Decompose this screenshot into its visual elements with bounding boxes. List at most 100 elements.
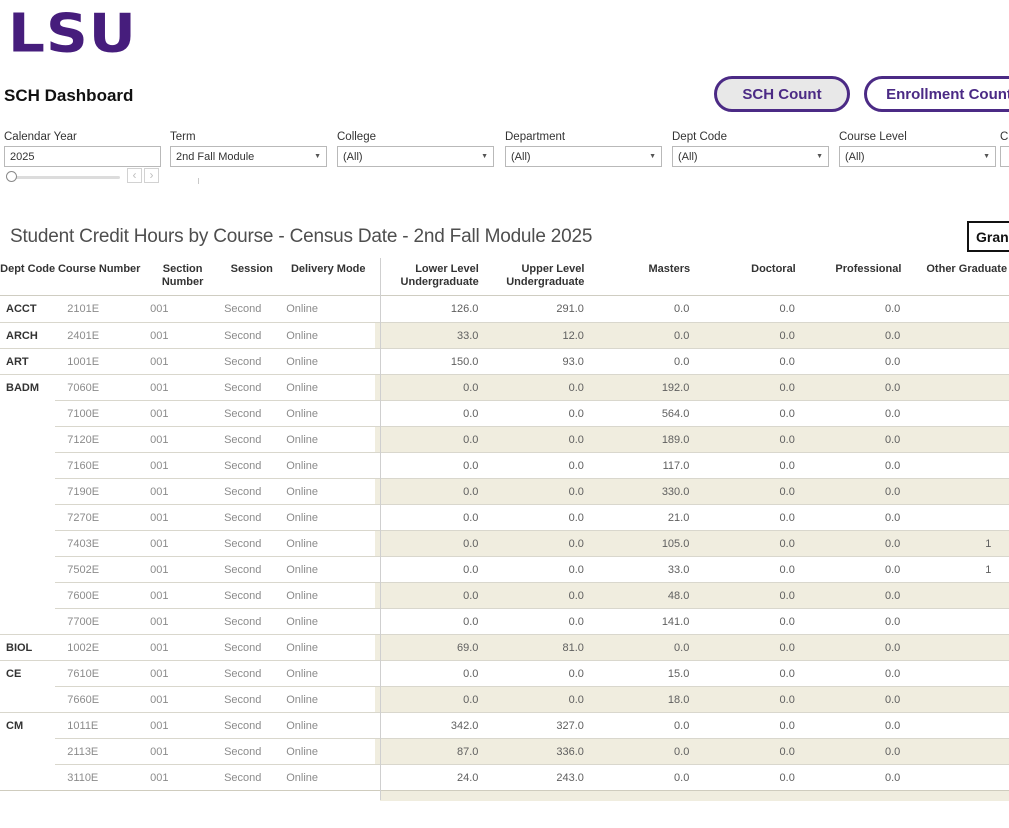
cell-session[interactable]: Second	[222, 660, 282, 686]
cell-delivery-mode[interactable]: Online	[281, 374, 375, 400]
cell-doctoral[interactable]: 0.0	[691, 296, 797, 322]
cell-professional[interactable]: 0.0	[796, 504, 903, 530]
cell-delivery-mode[interactable]: Online	[281, 556, 375, 582]
cell-professional[interactable]: 0.0	[796, 660, 903, 686]
college-dropdown[interactable]: (All) ▼	[337, 146, 494, 167]
cell-other-graduate[interactable]	[902, 426, 1009, 452]
cell-session[interactable]: Second	[222, 582, 282, 608]
cell-professional[interactable]: 0.0	[796, 530, 903, 556]
cell-course-number[interactable]: 7700E	[55, 608, 144, 634]
cell-session[interactable]: Second	[222, 738, 282, 764]
cell-masters[interactable]: 15.0	[585, 660, 692, 686]
cell-doctoral[interactable]: 0.0	[691, 660, 797, 686]
cell-masters[interactable]: 48.0	[585, 582, 692, 608]
cell-course-number[interactable]: 7190E	[55, 478, 144, 504]
cell-other-graduate[interactable]	[902, 348, 1009, 374]
cell-section-number[interactable]: 001	[143, 478, 223, 504]
cell-upper-undergrad[interactable]: 0.0	[480, 660, 586, 686]
cell-doctoral[interactable]: 0.0	[691, 348, 797, 374]
course-level-dropdown[interactable]: (All) ▼	[839, 146, 996, 167]
cell-professional[interactable]: 0.0	[796, 322, 903, 348]
cell-professional[interactable]: 0.0	[796, 374, 903, 400]
cell-delivery-mode[interactable]: Online	[281, 400, 375, 426]
cell-session[interactable]: Second	[224, 303, 262, 315]
cell-upper-undergrad[interactable]: 0.0	[480, 400, 586, 426]
slider-track[interactable]	[8, 176, 120, 179]
cell-dept-code[interactable]: BIOL	[0, 634, 56, 660]
cell-course-number[interactable]: 2101E	[67, 303, 100, 315]
cell-professional[interactable]: 0.0	[796, 686, 903, 712]
cell-session[interactable]: Second	[222, 452, 282, 478]
cell-other-graduate[interactable]	[902, 608, 1009, 634]
cell-other-graduate[interactable]	[902, 478, 1009, 504]
cell-session[interactable]: Second	[222, 478, 282, 504]
cell-masters[interactable]: 141.0	[585, 608, 692, 634]
cell-course-number[interactable]: 1011E	[55, 712, 144, 738]
cell-professional[interactable]: 0.0	[796, 556, 903, 582]
cell-masters[interactable]: 0.0	[585, 348, 692, 374]
cell-doctoral[interactable]: 0.0	[691, 608, 797, 634]
cell-section-number[interactable]: 001	[143, 400, 223, 426]
cell-course-number[interactable]: 7403E	[55, 530, 144, 556]
cell-section-number[interactable]: 001	[143, 738, 223, 764]
cell-other-graduate[interactable]	[902, 400, 1009, 426]
cell-session[interactable]: Second	[222, 634, 282, 660]
cell-section-number[interactable]: 001	[143, 556, 223, 582]
department-dropdown[interactable]: (All) ▼	[505, 146, 662, 167]
cell-masters[interactable]: 0.0	[585, 712, 692, 738]
cell-masters[interactable]: 564.0	[585, 400, 692, 426]
cell-upper-undergrad[interactable]: 243.0	[480, 764, 586, 790]
cell-doctoral[interactable]: 0.0	[691, 686, 797, 712]
cell-other-graduate[interactable]: 1	[902, 530, 1009, 556]
year-prev-button[interactable]: ‹	[127, 168, 142, 183]
col-header-lower-undergrad[interactable]: Lower Level Undergraduate	[400, 263, 479, 288]
cell-doctoral[interactable]: 0.0	[691, 322, 797, 348]
cell-doctoral[interactable]: 0.0	[691, 426, 797, 452]
cell-other-graduate[interactable]	[902, 686, 1009, 712]
cell-other-graduate[interactable]	[902, 504, 1009, 530]
cell-delivery-mode[interactable]: Online	[281, 712, 375, 738]
cell-session[interactable]: Second	[222, 426, 282, 452]
cell-session[interactable]: Second	[222, 608, 282, 634]
cell-dept-code[interactable]	[0, 582, 55, 608]
cell-section-number[interactable]: 001	[143, 348, 223, 374]
cell-session[interactable]: Second	[222, 764, 282, 790]
cell-delivery-mode[interactable]: Online	[281, 738, 375, 764]
cell-dept-code[interactable]: ACCT	[6, 303, 37, 315]
cell-upper-undergrad[interactable]: 291.0	[480, 296, 586, 322]
cell-lower-undergrad[interactable]: 0.0	[374, 608, 481, 634]
cell-course-number[interactable]: 7600E	[55, 582, 144, 608]
cell-lower-undergrad[interactable]: 342.0	[374, 712, 481, 738]
cell-session[interactable]: Second	[222, 322, 282, 348]
cell-professional[interactable]: 0.0	[796, 764, 903, 790]
cell-upper-undergrad[interactable]: 0.0	[480, 608, 586, 634]
cell-delivery-mode[interactable]: Online	[281, 348, 375, 374]
cell-session[interactable]: Second	[222, 712, 282, 738]
cell-section-number[interactable]: 001	[143, 426, 223, 452]
cell-section-number[interactable]: 001	[143, 504, 223, 530]
cell-lower-undergrad[interactable]: 0.0	[374, 374, 481, 400]
cell-delivery-mode[interactable]: Online	[281, 530, 375, 556]
cell-course-number[interactable]: 7270E	[55, 504, 144, 530]
cell-other-graduate[interactable]: 1	[902, 556, 1009, 582]
cell-course-number[interactable]: 7160E	[55, 452, 144, 478]
cell-upper-undergrad[interactable]: 0.0	[480, 530, 586, 556]
cell-delivery-mode[interactable]: Online	[281, 504, 375, 530]
cell-lower-undergrad[interactable]: 0.0	[374, 504, 481, 530]
cell-session[interactable]: Second	[222, 348, 282, 374]
cell-upper-undergrad[interactable]: 0.0	[480, 478, 586, 504]
cell-delivery-mode[interactable]: Online	[281, 478, 375, 504]
cell-course-number[interactable]: 1002E	[55, 634, 144, 660]
cell-other-graduate[interactable]	[902, 634, 1009, 660]
cell-masters[interactable]: 18.0	[585, 686, 692, 712]
cell-doctoral[interactable]: 0.0	[691, 374, 797, 400]
cell-dept-code[interactable]	[0, 764, 55, 790]
cell-dept-code[interactable]	[0, 530, 55, 556]
cell-course-number[interactable]: 2401E	[55, 322, 144, 348]
cell-professional[interactable]: 0.0	[796, 452, 903, 478]
col-header-section-number[interactable]: Section Number	[161, 263, 204, 288]
cell-session[interactable]: Second	[222, 400, 282, 426]
cell-other-graduate[interactable]	[902, 712, 1009, 738]
cell-section-number[interactable]: 001	[143, 582, 223, 608]
cell-other-graduate[interactable]	[902, 322, 1009, 348]
